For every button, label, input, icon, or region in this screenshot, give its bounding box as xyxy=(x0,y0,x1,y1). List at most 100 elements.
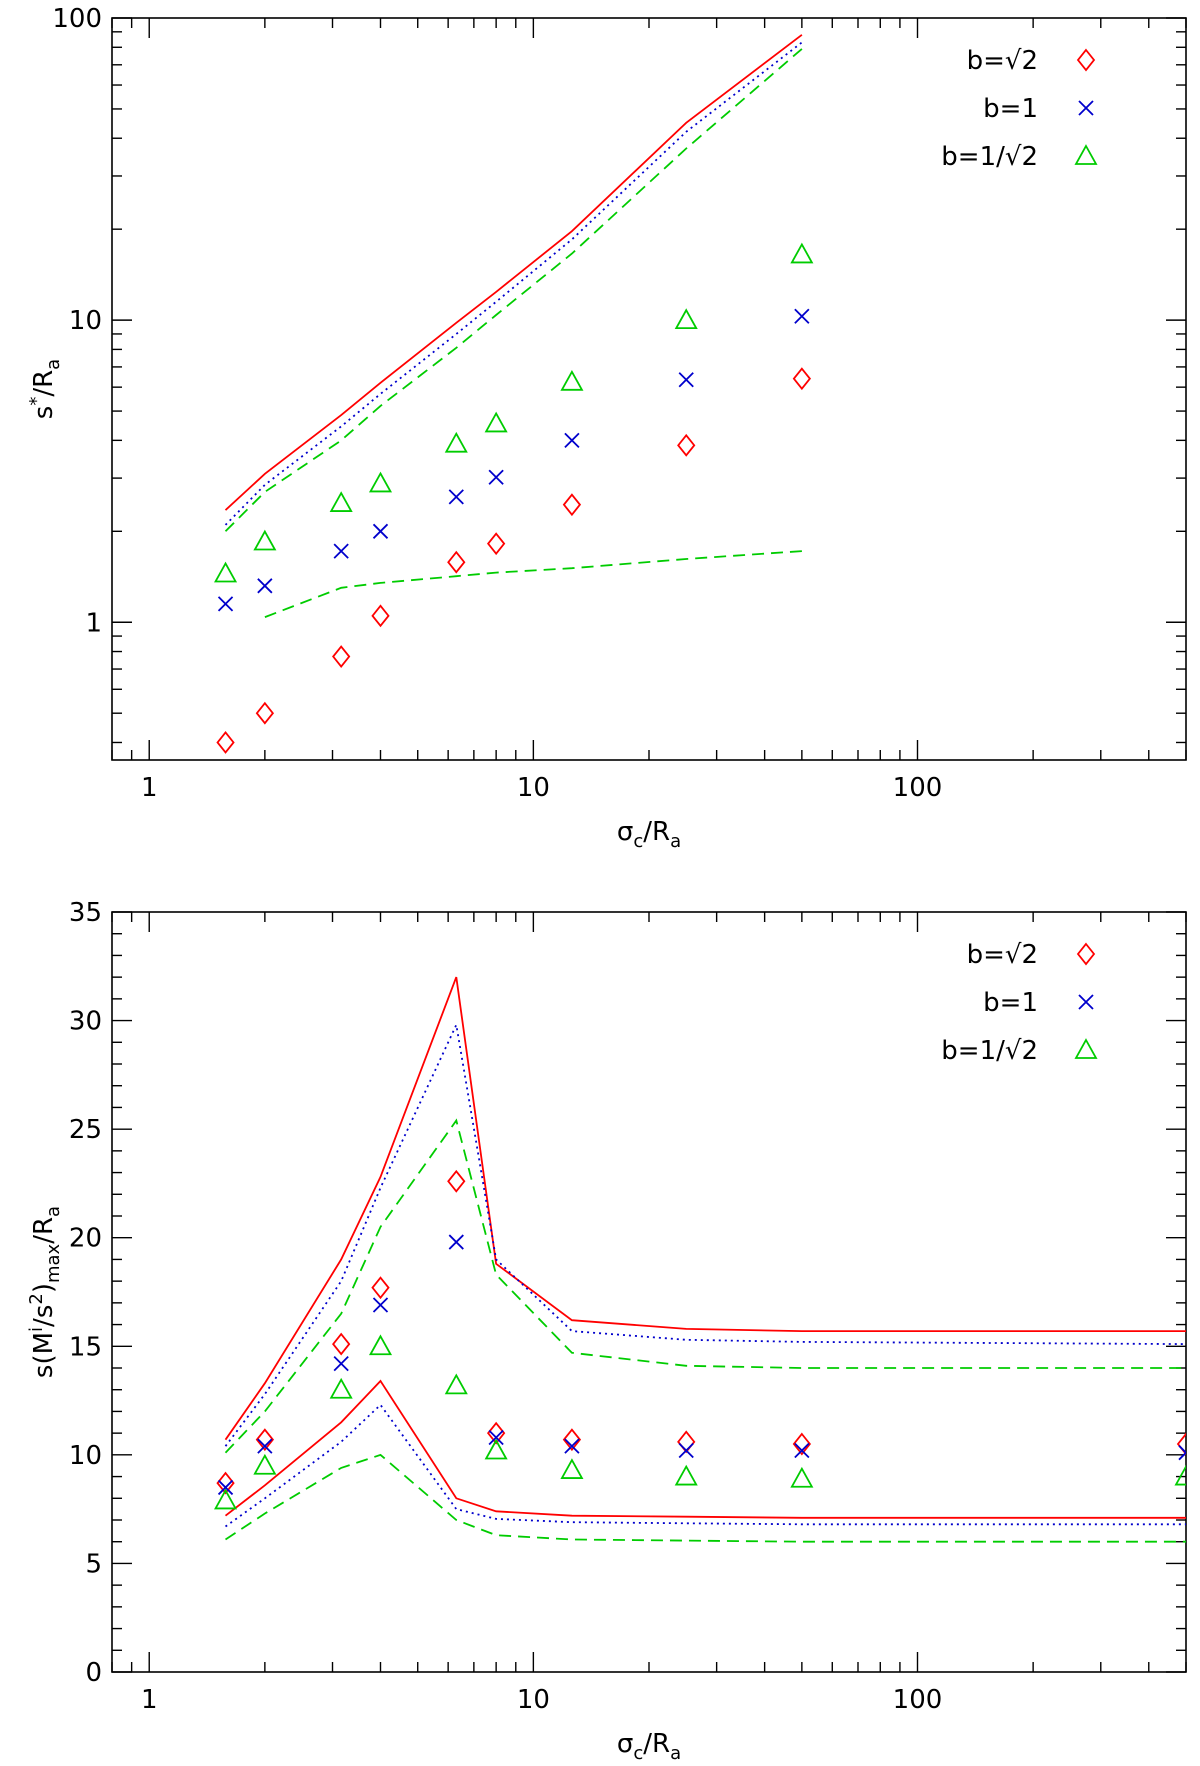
legend: b=√2 b=1 b=1/√2 xyxy=(941,940,1098,1066)
legend-label: b=1 xyxy=(983,94,1038,124)
point-x xyxy=(217,1479,234,1496)
point-x xyxy=(678,372,694,388)
point-triangle xyxy=(368,1334,393,1356)
point-x xyxy=(794,1442,810,1459)
x-tick-label: 1 xyxy=(141,773,158,803)
point-diamond xyxy=(677,1430,696,1454)
y-axis-label: s*/Ra xyxy=(26,359,64,419)
point-x xyxy=(257,1438,273,1454)
series-x xyxy=(217,1234,1186,1496)
point-x xyxy=(217,596,234,612)
x-tick-label: 1 xyxy=(141,1685,158,1715)
point-x xyxy=(488,469,504,485)
legend-marker-triangle xyxy=(1074,144,1098,165)
legend-label: b=√2 xyxy=(967,46,1038,76)
curve-solid-3 xyxy=(224,1379,1186,1519)
point-x xyxy=(448,1234,464,1250)
curve-dashed-3 xyxy=(264,550,802,618)
point-triangle xyxy=(674,1464,698,1486)
point-triangle xyxy=(253,1453,277,1475)
point-triangle xyxy=(444,431,468,453)
plot-area xyxy=(214,34,814,754)
y-tick-label: 20 xyxy=(69,1224,102,1254)
point-x xyxy=(257,578,273,594)
x-tick-label: 100 xyxy=(893,773,943,803)
y-tick-label: 100 xyxy=(52,4,102,34)
y-axis: 1 10 100 xyxy=(52,4,1186,744)
point-diamond xyxy=(371,604,390,628)
y-tick-label: 5 xyxy=(85,1549,102,1579)
plot-frame xyxy=(111,17,1187,761)
y-tick-label: 0 xyxy=(85,1658,102,1688)
point-triangle xyxy=(214,561,238,583)
point-x xyxy=(448,489,464,505)
point-diamond xyxy=(216,1471,235,1495)
point-triangle xyxy=(368,471,393,493)
x-tick-label: 100 xyxy=(893,1685,943,1715)
point-diamond xyxy=(255,701,275,725)
x-axis: 1 10 100 xyxy=(111,912,1187,1715)
legend-marker-diamond xyxy=(1076,48,1096,72)
curve-dotted-1 xyxy=(224,1021,1186,1447)
point-x xyxy=(678,1442,694,1459)
point-diamond xyxy=(486,532,506,556)
point-diamond xyxy=(792,1432,812,1456)
point-triangle xyxy=(484,1438,508,1460)
plot-frame xyxy=(111,911,1187,1673)
point-diamond xyxy=(792,367,812,391)
y-tick-label: 15 xyxy=(69,1332,102,1362)
y-axis-label: s(Mi/s2)max/Ra xyxy=(26,1206,64,1378)
point-triangle xyxy=(444,1373,468,1395)
x-axis: 1 10 100 xyxy=(111,18,1187,803)
series-diamond xyxy=(216,367,812,754)
legend-label: b=√2 xyxy=(967,940,1038,970)
point-triangle xyxy=(560,369,584,391)
plot-area xyxy=(214,976,1186,1543)
legend-label: b=1/√2 xyxy=(941,1036,1038,1066)
y-tick-label: 25 xyxy=(69,1115,102,1145)
curve-dotted-4 xyxy=(224,1403,1186,1528)
point-triangle xyxy=(329,1377,353,1399)
legend-marker-x xyxy=(1078,994,1094,1010)
point-diamond xyxy=(562,493,582,517)
point-triangle xyxy=(1174,1464,1186,1486)
point-triangle xyxy=(560,1458,584,1479)
y-tick-label: 30 xyxy=(69,1007,102,1037)
point-x xyxy=(488,1429,504,1446)
y-tick-label: 10 xyxy=(69,1441,102,1471)
point-diamond xyxy=(447,550,466,574)
curve-solid-0 xyxy=(224,34,803,511)
point-diamond xyxy=(447,1169,466,1193)
point-triangle xyxy=(790,242,814,264)
y-tick-label: 10 xyxy=(69,306,102,336)
y-axis: 0 5 10 15 20 25 30 35 xyxy=(69,898,1186,1688)
curve-dashed-2 xyxy=(224,1118,1186,1454)
legend-marker-x xyxy=(1078,100,1094,116)
point-triangle xyxy=(214,1488,238,1510)
legend-label: b=1/√2 xyxy=(941,142,1038,172)
legend-label: b=1 xyxy=(983,988,1038,1018)
point-x xyxy=(333,543,349,559)
series-x xyxy=(217,308,810,612)
curve-solid-0 xyxy=(224,976,1186,1441)
point-x xyxy=(372,523,389,539)
point-x xyxy=(564,1438,580,1454)
point-x xyxy=(1178,1445,1186,1461)
series-diamond xyxy=(216,1169,1186,1495)
point-diamond xyxy=(332,1332,351,1356)
point-triangle xyxy=(484,411,508,433)
bottom-panel-semilog: 1 10 100 0 5 10 15 20 25 30 35 σc/Ra s(Mi/s2)max/Ra b… xyxy=(26,898,1187,1764)
point-x xyxy=(794,308,810,324)
x-axis-label: σc/Ra xyxy=(617,1729,681,1764)
point-triangle xyxy=(674,308,698,330)
top-panel-loglog: 1 10 100 1 10 100 σc/Ra s*/Ra b=√2 b=1 b=1/√2 xyxy=(26,4,1187,852)
legend-marker-diamond xyxy=(1076,942,1096,966)
y-tick-label: 35 xyxy=(69,898,102,928)
y-tick-label: 1 xyxy=(85,608,102,638)
curve-dashed-2 xyxy=(224,48,803,532)
curve-dashed-5 xyxy=(225,1453,1186,1543)
point-diamond xyxy=(216,731,235,754)
x-axis-label: σc/Ra xyxy=(617,817,681,852)
point-diamond xyxy=(677,433,696,457)
